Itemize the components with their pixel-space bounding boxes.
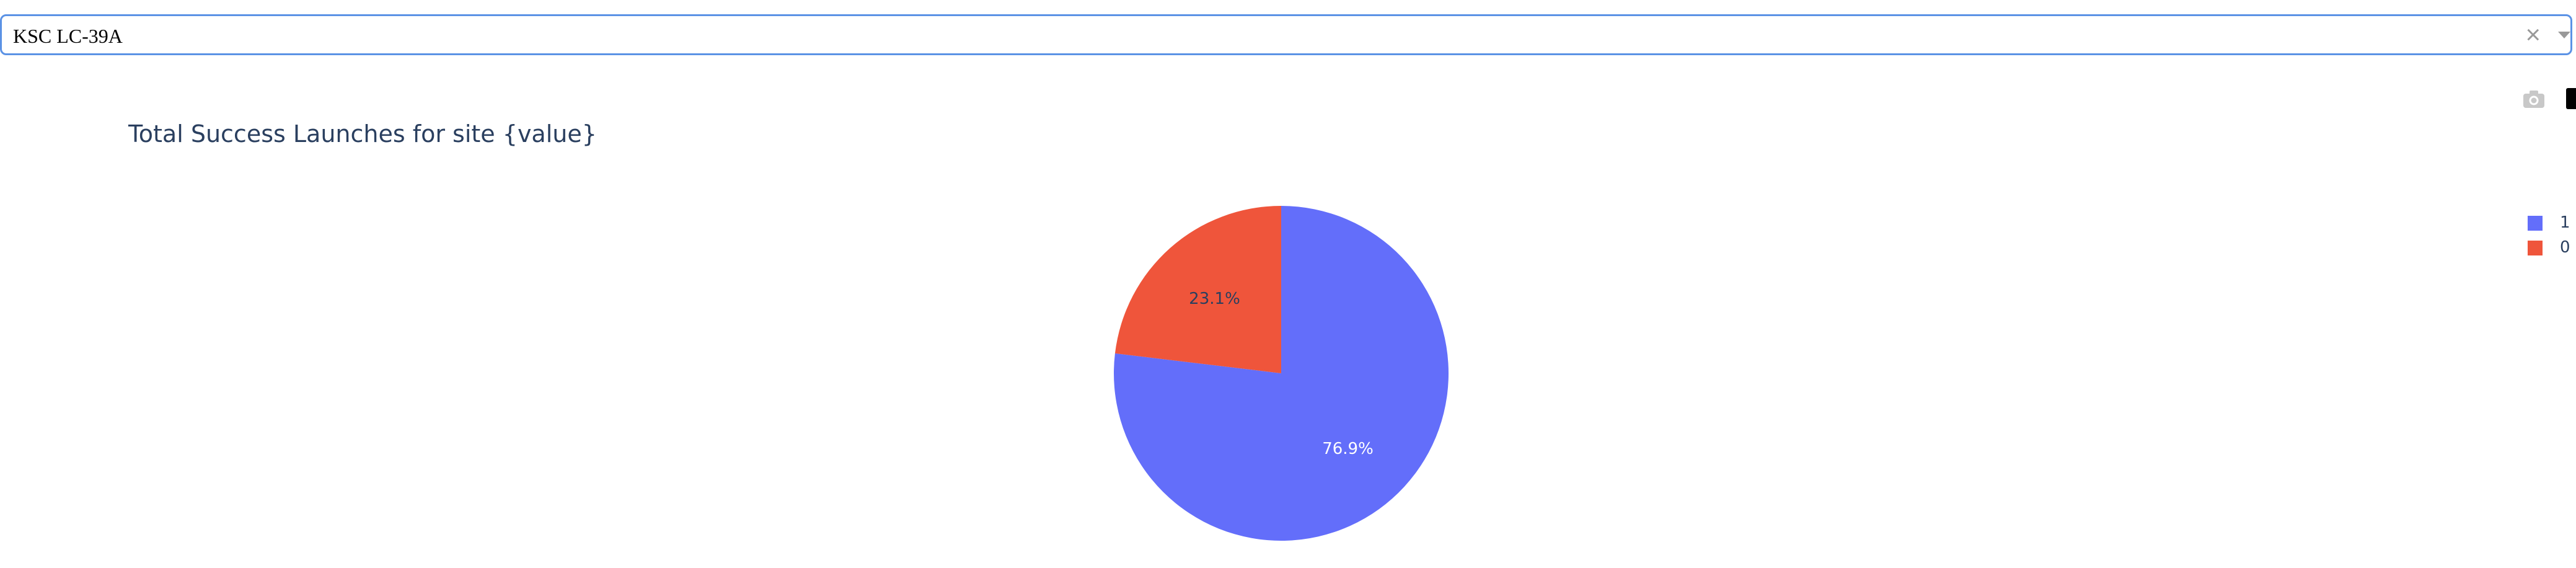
legend-label-1: 1 xyxy=(2560,213,2570,232)
plotly-logo-icon[interactable] xyxy=(2566,88,2576,109)
legend-item-1[interactable]: 1 xyxy=(2528,213,2576,238)
launch-site-dropdown[interactable]: KSC LC-39A × xyxy=(0,14,2572,55)
chart-legend: 1 0 xyxy=(2528,213,2576,263)
pie-label-1: 76.9% xyxy=(1322,440,1374,458)
clear-icon[interactable]: × xyxy=(2525,20,2541,49)
chart-title: Total Success Launches for site {value} xyxy=(128,120,597,148)
pie-slice-0[interactable] xyxy=(1114,205,1281,373)
camera-icon[interactable] xyxy=(2521,88,2546,110)
legend-swatch-1 xyxy=(2528,216,2543,231)
chevron-down-icon[interactable] xyxy=(2558,32,2570,38)
dropdown-selected-value: KSC LC-39A xyxy=(13,25,123,47)
pie-labels: 76.9% 23.1% xyxy=(1189,290,1374,458)
pie-label-0: 23.1% xyxy=(1189,290,1240,308)
legend-label-0: 0 xyxy=(2560,238,2570,257)
legend-item-0[interactable]: 0 xyxy=(2528,238,2576,263)
pie-slices xyxy=(1114,205,1449,541)
legend-swatch-0 xyxy=(2528,241,2543,255)
